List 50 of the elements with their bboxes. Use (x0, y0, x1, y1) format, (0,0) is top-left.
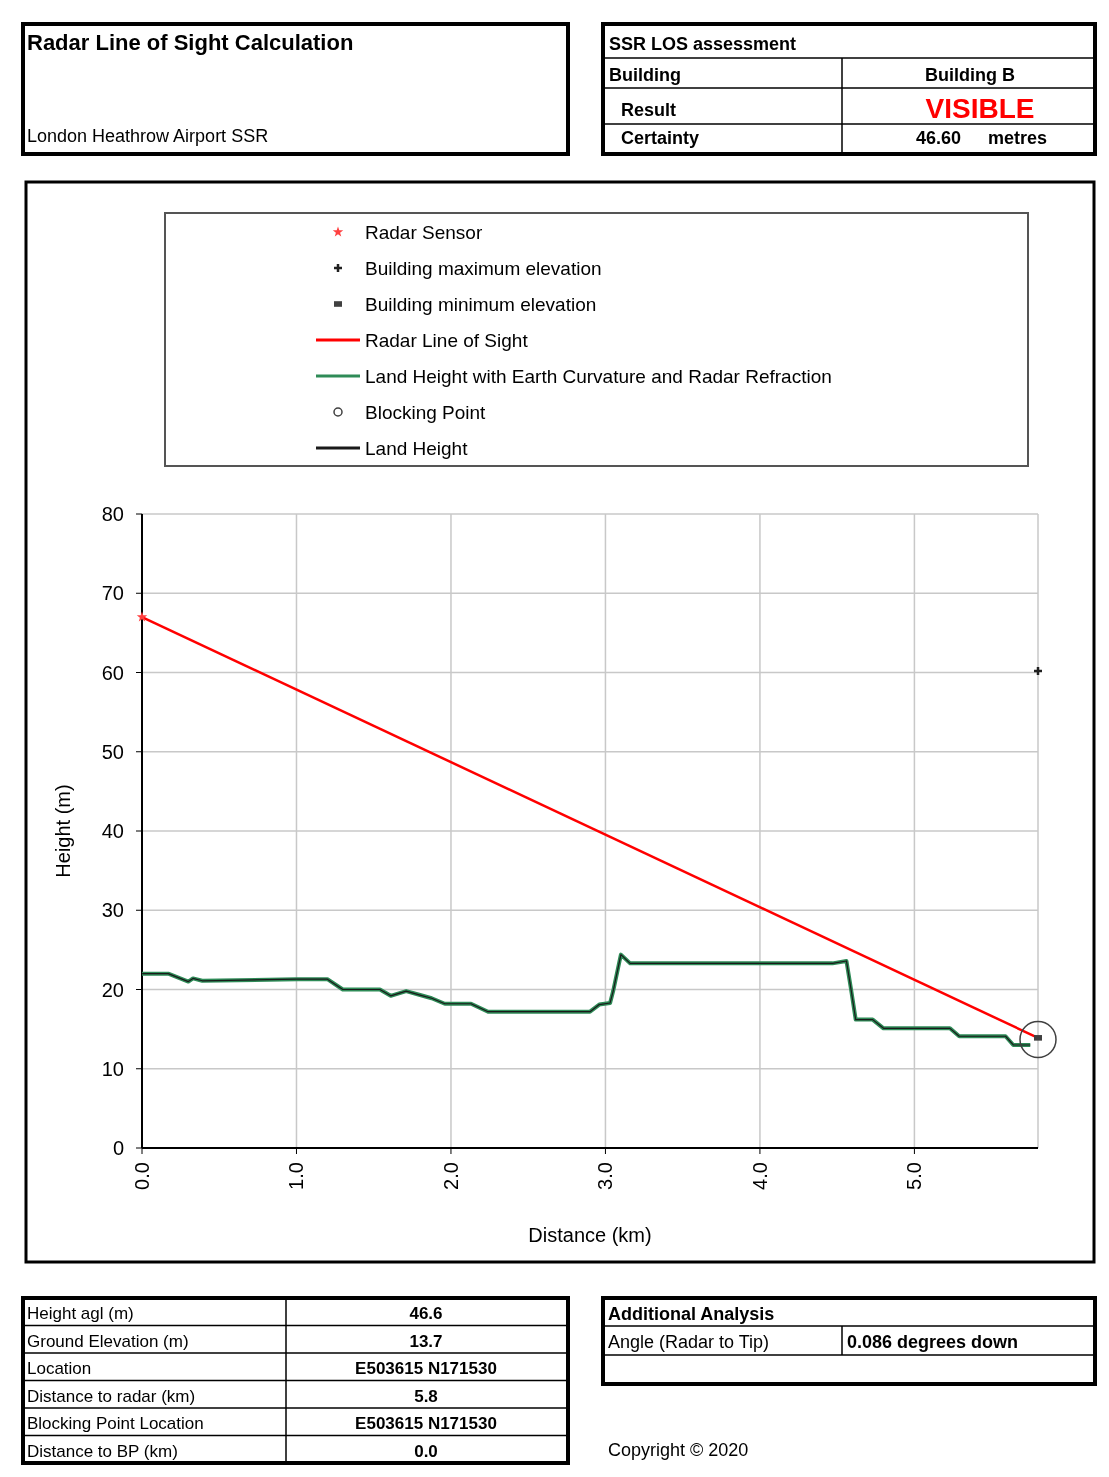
y-tick-label: 30 (101, 899, 124, 922)
x-tick-label: 3.0 (594, 1162, 617, 1190)
y-tick-label: 10 (101, 1057, 124, 1080)
text: Building (609, 65, 681, 85)
chart-subtitle: London Heathrow Airport SSR (27, 126, 269, 146)
legend-label: Radar Line of Sight (365, 330, 529, 351)
y-axis-title: Height (m) (52, 784, 74, 878)
text: Angle (Radar to Tip) (608, 1332, 770, 1352)
legend-label: Land Height with Earth Curvature and Radar Refraction (365, 366, 832, 387)
legend-label: Blocking Point (365, 402, 487, 423)
y-tick-label: 70 (101, 582, 124, 605)
text: Location (27, 1359, 92, 1378)
text: Distance to BP (km) (27, 1441, 178, 1461)
text: SSR LOS assessment (609, 34, 797, 54)
text: Copyright © 2020 (608, 1440, 749, 1460)
legend-label: Building minimum elevation (365, 294, 597, 315)
text: Distance to radar (km) (27, 1386, 196, 1406)
text: Height agl (m) (27, 1304, 134, 1323)
text: Ground Elevation (m) (27, 1331, 189, 1351)
text: Building B (925, 65, 1015, 85)
text: Certainty (621, 128, 700, 148)
text: E503615 N171530 (355, 1414, 497, 1433)
text: 0.086 degrees down (847, 1332, 1019, 1352)
text: Blocking Point Location (27, 1414, 204, 1433)
x-tick-label: 4.0 (748, 1162, 771, 1190)
text: Result (621, 100, 677, 120)
text: E503615 N171530 (355, 1359, 497, 1378)
text: 0.0 (414, 1441, 438, 1461)
text: 46.6 (409, 1304, 443, 1323)
y-tick-label: 0 (112, 1137, 124, 1159)
x-tick-label: 1.0 (285, 1162, 308, 1190)
legend-label: Land Height (365, 438, 469, 459)
y-tick-label: 50 (101, 740, 124, 763)
y-tick-label: 60 (101, 661, 124, 684)
text: 13.7 (409, 1331, 443, 1351)
y-tick-label: 20 (101, 978, 124, 1001)
x-tick-label: 2.0 (439, 1162, 462, 1190)
x-tick-label: 5.0 (903, 1162, 926, 1190)
text: VISIBLE (925, 93, 1035, 124)
text: metres (988, 128, 1048, 148)
chart-title: Radar Line of Sight Calculation (27, 30, 354, 55)
legend-label: Radar Sensor (365, 222, 483, 243)
legend-label: Building maximum elevation (365, 258, 602, 279)
y-tick-label: 80 (101, 503, 124, 525)
x-axis-title: Distance (km) (528, 1224, 652, 1246)
text: 46.60 (916, 128, 962, 148)
x-tick-label: 0.0 (131, 1162, 153, 1190)
text: 5.8 (414, 1386, 438, 1406)
y-tick-label: 40 (101, 820, 124, 842)
text: Additional Analysis (608, 1304, 775, 1324)
